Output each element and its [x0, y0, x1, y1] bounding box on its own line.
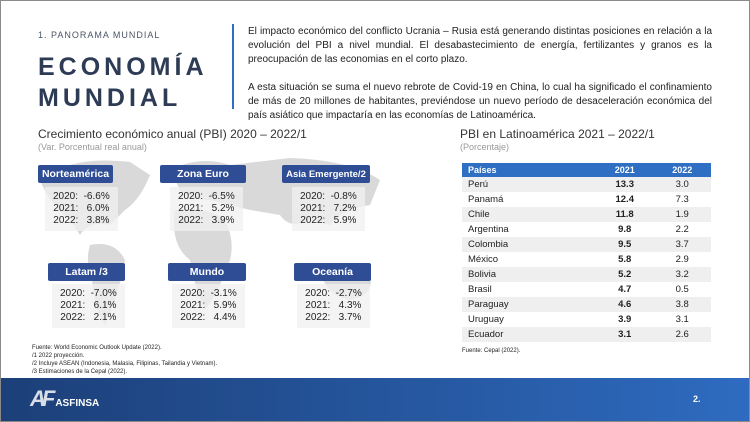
- page-title: ECONOMÍA MUNDIAL: [38, 52, 208, 114]
- latam-gdp-table: Países 2021 2022 Perú 13.3 3.0 Panamá 12.4 7.…: [462, 163, 711, 342]
- value-2022-cell: 2.6: [653, 327, 711, 342]
- country-cell: México: [468, 254, 499, 265]
- country-cell: Chile: [462, 207, 596, 222]
- table-row: Colombia 9.5 3.7: [462, 237, 711, 252]
- table-row: México 5.8 2.9: [462, 252, 711, 267]
- title-line-2: MUNDIAL: [38, 84, 182, 112]
- title-line-1: ECONOMÍA: [38, 53, 208, 81]
- footnote: Fuente: World Economic Outlook Update (2…: [32, 345, 162, 351]
- region-header-oceania: Oceanía: [294, 263, 371, 281]
- table-row: Bolivia 5.2 3.2: [462, 267, 711, 282]
- page-number: 2.: [693, 394, 701, 404]
- value-2021-cell: 5.8: [618, 254, 632, 265]
- table-row: Chile 11.8 1.9: [462, 207, 711, 222]
- intro-text: El impacto económico del conflicto Ucran…: [248, 25, 712, 123]
- value-2022-cell: 3.2: [653, 267, 711, 282]
- table-row: Panamá 12.4 7.3: [462, 192, 711, 207]
- value-2022-cell: 7.3: [675, 194, 689, 205]
- region-values-asia-emergente: 2020: -0.8% 2021: 7.2% 2022: 5.9%: [292, 187, 365, 231]
- footnote: /3 Estimaciones de la Cepal (2022).: [32, 369, 128, 375]
- region-header-asia-emergente: Asia Emergente/2: [282, 165, 370, 183]
- region-values-latam: 2020: -7.0% 2021: 6.1% 2022: 2.1%: [52, 284, 125, 328]
- column-header: 2021: [595, 163, 654, 177]
- region-header-zona-euro: Zona Euro: [160, 165, 246, 183]
- section-label: 1. PANORAMA MUNDIAL: [38, 30, 161, 40]
- value-2021-cell: 4.7: [618, 284, 632, 295]
- country-cell: Uruguay: [468, 314, 504, 325]
- column-header: 2022: [653, 163, 711, 177]
- value-2022-cell: 1.9: [653, 207, 711, 222]
- country-cell: Bolivia: [462, 267, 596, 282]
- region-header-mundo: Mundo: [168, 263, 246, 281]
- region-header-norteamerica: Norteamérica: [38, 165, 113, 183]
- value-2022-cell: 3.8: [653, 297, 711, 312]
- footer-bar: AF ASFINSA 2.: [0, 378, 750, 422]
- value-2022-cell: 2.9: [675, 254, 689, 265]
- latam-source: Fuente: Cepal (2022).: [462, 348, 521, 354]
- country-cell: Perú: [462, 177, 596, 192]
- growth-title: Crecimiento económico anual (PBI) 2020 –…: [38, 127, 307, 141]
- table-row: Uruguay 3.9 3.1: [462, 312, 711, 327]
- country-cell: Ecuador: [462, 327, 596, 342]
- growth-footnotes: Fuente: World Economic Outlook Update (2…: [32, 344, 217, 376]
- value-2021-cell: 11.8: [595, 207, 654, 222]
- region-header-latam: Latam /3: [48, 263, 125, 281]
- table-row: Perú 13.3 3.0: [462, 177, 711, 192]
- value-2021-cell: 9.8: [618, 224, 632, 235]
- logo-name: ASFINSA: [55, 398, 100, 409]
- region-values-zona-euro: 2020: -6.5% 2021: 5.2% 2022: 3.9%: [170, 187, 243, 231]
- table-row: Ecuador 3.1 2.6: [462, 327, 711, 342]
- table-header-row: Países 2021 2022: [462, 163, 711, 177]
- value-2022-cell: 3.1: [675, 314, 689, 325]
- latam-title: PBI en Latinoamérica 2021 – 2022/1: [460, 127, 655, 141]
- table-row: Argentina 9.8 2.2: [462, 222, 711, 237]
- value-2022-cell: 3.7: [653, 237, 711, 252]
- country-cell: Paraguay: [462, 297, 596, 312]
- value-2021-cell: 4.6: [595, 297, 654, 312]
- country-cell: Argentina: [468, 224, 509, 235]
- table-row: Brasil 4.7 0.5: [462, 282, 711, 297]
- table-row: Paraguay 4.6 3.8: [462, 297, 711, 312]
- footnote: /1 2022 proyección.: [32, 353, 85, 359]
- paragraph-1: El impacto económico del conflicto Ucran…: [248, 26, 712, 65]
- region-values-norteamerica: 2020: -6.6% 2021: 6.0% 2022: 3.8%: [45, 187, 118, 231]
- value-2021-cell: 13.3: [595, 177, 654, 192]
- country-cell: Brasil: [468, 284, 492, 295]
- divider: [232, 24, 234, 109]
- country-cell: Panamá: [468, 194, 504, 205]
- region-values-oceania: 2020: -2.7% 2021: 4.3% 2022: 3.7%: [297, 284, 370, 328]
- value-2021-cell: 5.2: [595, 267, 654, 282]
- column-header: Países: [462, 163, 596, 177]
- logo-mark: AF: [30, 386, 55, 411]
- country-cell: Colombia: [462, 237, 596, 252]
- latam-subtitle: (Porcentaje): [460, 142, 510, 152]
- value-2021-cell: 3.1: [595, 327, 654, 342]
- asfinsa-logo: AF ASFINSA: [30, 386, 99, 412]
- footnote: /2 Incluye ASEAN (Indonesia, Malasia, Fi…: [32, 361, 218, 367]
- region-values-mundo: 2020: -3.1% 2021: 5.9% 2022: 4.4%: [172, 284, 245, 328]
- value-2022-cell: 2.2: [675, 224, 689, 235]
- growth-subtitle: (Var. Porcentual real anual): [38, 142, 147, 152]
- value-2022-cell: 3.0: [653, 177, 711, 192]
- value-2021-cell: 12.4: [615, 194, 634, 205]
- value-2021-cell: 9.5: [595, 237, 654, 252]
- value-2022-cell: 0.5: [675, 284, 689, 295]
- value-2021-cell: 3.9: [618, 314, 632, 325]
- paragraph-2: A esta situación se suma el nuevo rebrot…: [248, 82, 712, 121]
